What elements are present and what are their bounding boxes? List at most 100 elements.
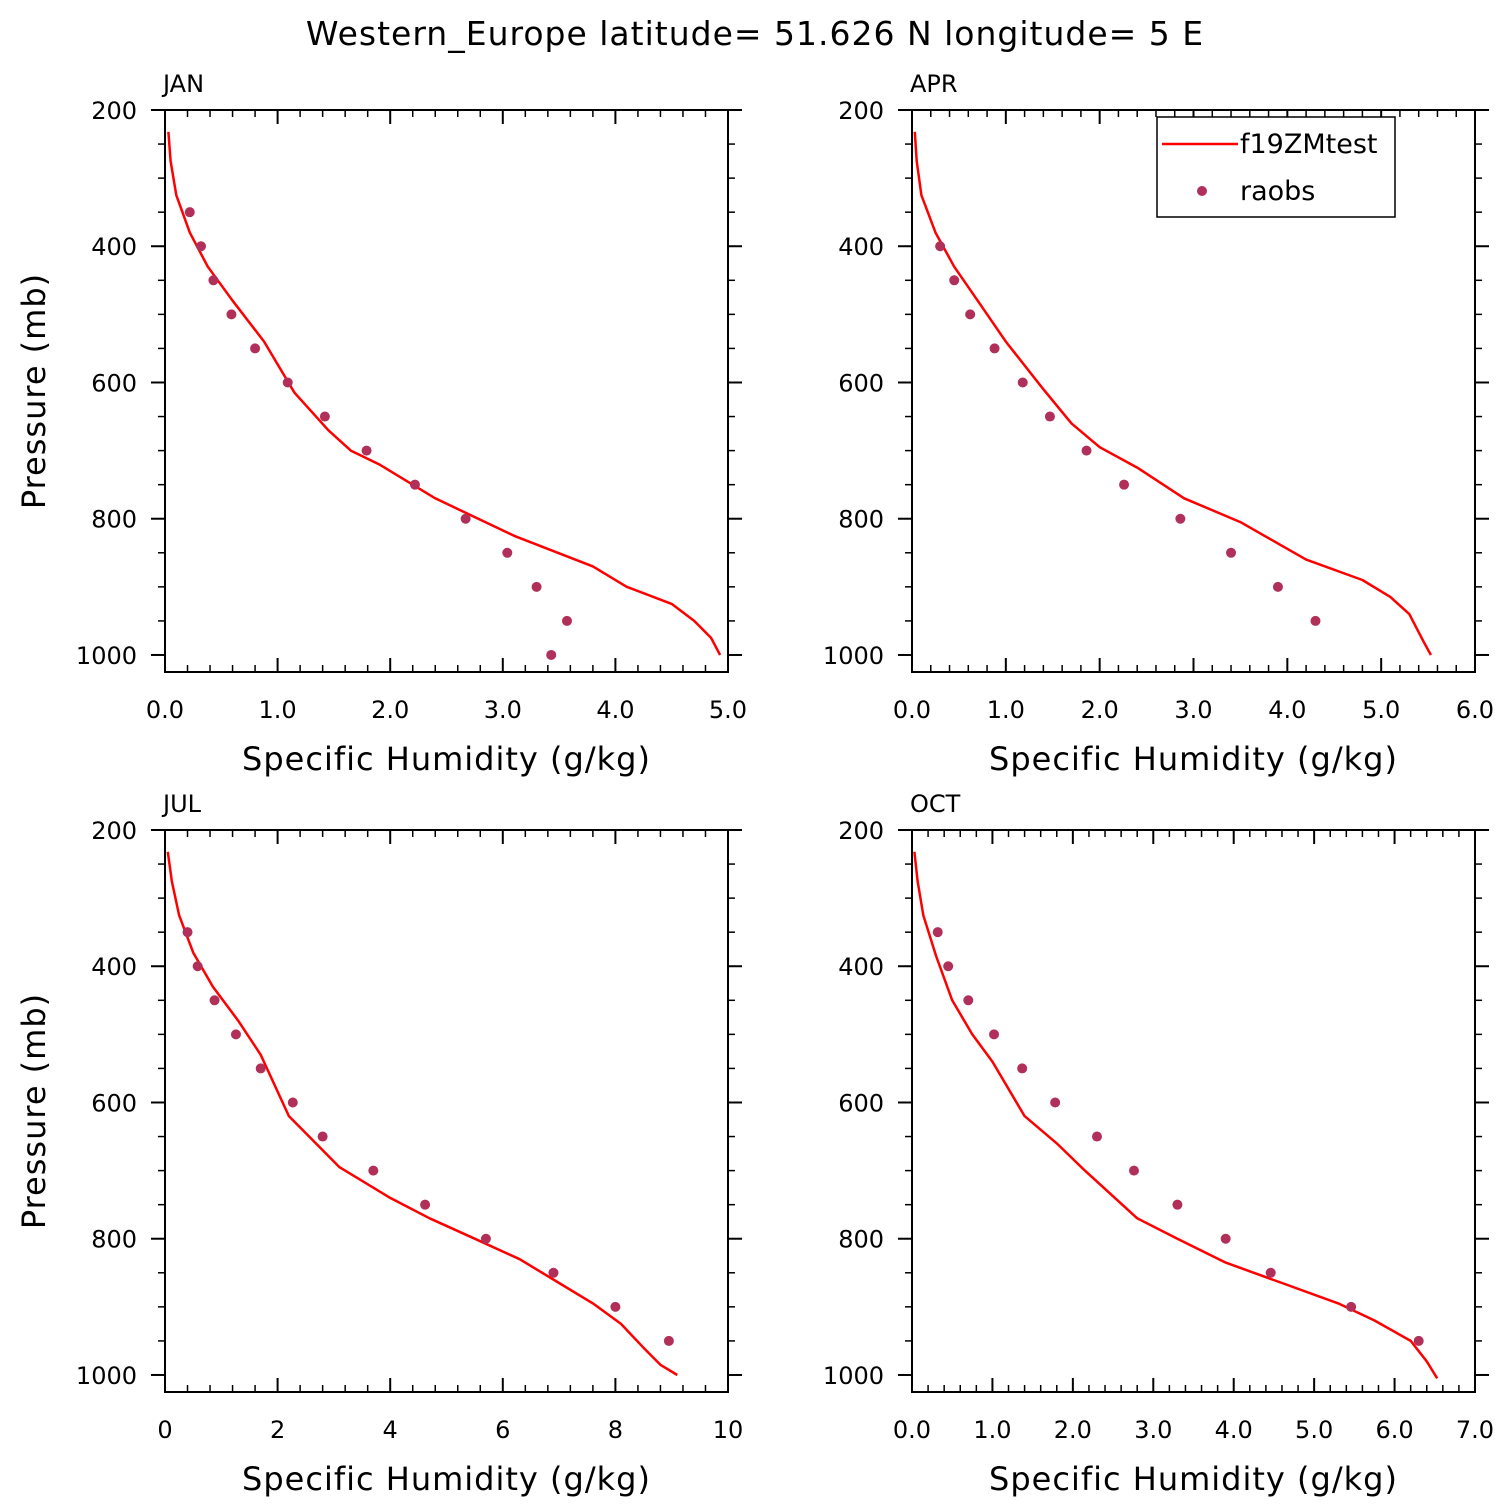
panel-title: JAN: [161, 70, 204, 98]
y-tick-label: 1000: [76, 1362, 137, 1390]
y-tick-label: 400: [838, 953, 884, 981]
y-tick-label: 200: [838, 817, 884, 845]
data-point-raobs: [1081, 445, 1092, 456]
x-tick-label: 6.0: [1375, 1416, 1413, 1444]
data-point-raobs: [943, 961, 954, 972]
data-point-raobs: [965, 309, 976, 320]
data-point-raobs: [1091, 1131, 1102, 1142]
x-tick-label: 6: [495, 1416, 510, 1444]
data-point-raobs: [561, 615, 572, 626]
x-tick-label: 0.0: [893, 696, 931, 724]
x-tick-label: 6.0: [1456, 696, 1494, 724]
x-tick-label: 4.0: [1268, 696, 1306, 724]
y-tick-label: 1000: [76, 642, 137, 670]
y-tick-label: 600: [91, 369, 137, 397]
data-point-raobs: [226, 309, 237, 320]
data-point-raobs: [287, 1097, 298, 1108]
data-point-raobs: [1050, 1097, 1061, 1108]
data-point-raobs: [361, 445, 372, 456]
data-point-raobs: [1175, 513, 1186, 524]
data-point-raobs: [460, 513, 471, 524]
data-point-raobs: [1346, 1301, 1357, 1312]
x-tick-label: 0.0: [893, 1416, 931, 1444]
y-tick-label: 800: [91, 1226, 137, 1254]
x-tick-label: 5.0: [1295, 1416, 1333, 1444]
panel-apr: APR 0.0 1.0 2.0 3.0 4.0 5.0 6.0 200 400 600 800 1000…: [823, 70, 1494, 778]
data-point-raobs: [208, 275, 219, 286]
x-tick-label: 1.0: [259, 696, 297, 724]
data-point-raobs: [1310, 615, 1321, 626]
y-tick-label: 800: [838, 1226, 884, 1254]
data-point-raobs: [1128, 1165, 1139, 1176]
series-line-f19zmtest: [913, 851, 1439, 1380]
y-tick-label: 800: [838, 506, 884, 534]
y-tick-label: 400: [91, 953, 137, 981]
data-point-raobs: [1220, 1233, 1231, 1244]
data-point-raobs: [989, 1029, 1000, 1040]
plot-frame: [911, 829, 1476, 1393]
data-point-raobs: [192, 961, 203, 972]
legend-marker-swatch: [1197, 186, 1207, 196]
x-tick-label: 2.0: [1054, 1416, 1092, 1444]
data-point-raobs: [1119, 479, 1130, 490]
data-point-raobs: [963, 995, 974, 1006]
data-point-raobs: [230, 1029, 241, 1040]
x-tick-label: 4.0: [1215, 1416, 1253, 1444]
data-point-raobs: [502, 547, 513, 558]
legend-obs-label: raobs: [1240, 176, 1315, 207]
data-point-raobs: [548, 1267, 559, 1278]
legend-box: [1156, 116, 1396, 218]
plot-frame: [164, 829, 729, 1393]
y-tick-label: 200: [91, 817, 137, 845]
x-tick-label: 1.0: [973, 1416, 1011, 1444]
x-axis-label: Specific Humidity (g/kg): [989, 1460, 1398, 1498]
data-point-raobs: [1413, 1335, 1424, 1346]
x-tick-label: 8: [608, 1416, 623, 1444]
data-point-raobs: [531, 581, 542, 592]
data-point-raobs: [1172, 1199, 1183, 1210]
x-tick-label: 4: [383, 1416, 398, 1444]
x-tick-label: 3.0: [1174, 696, 1212, 724]
panel-jan: JAN 0.0 1.0 2.0 3.0 4.0 5.0 200 400 600 800 1000 Spe…: [15, 70, 747, 778]
data-point-raobs: [209, 995, 220, 1006]
data-point-raobs: [368, 1165, 379, 1176]
y-tick-label: 600: [838, 369, 884, 397]
data-point-raobs: [182, 927, 193, 938]
y-axis-label: Pressure (mb): [15, 993, 53, 1229]
y-tick-label: 1000: [823, 642, 884, 670]
x-tick-label: 7.0: [1456, 1416, 1494, 1444]
series-line-f19zmtest: [913, 131, 1432, 656]
plot-frame: [164, 109, 729, 673]
data-point-raobs: [319, 411, 330, 422]
y-tick-label: 200: [91, 97, 137, 125]
data-point-raobs: [1265, 1267, 1276, 1278]
data-point-raobs: [282, 377, 293, 388]
y-tick-label: 1000: [823, 1362, 884, 1390]
series-line-f19zmtest: [166, 851, 678, 1377]
data-point-raobs: [317, 1131, 328, 1142]
x-axis-label: Specific Humidity (g/kg): [242, 1460, 651, 1498]
data-point-raobs: [663, 1335, 674, 1346]
legend-model-label: f19ZMtest: [1240, 129, 1378, 160]
data-point-raobs: [196, 241, 207, 252]
data-point-raobs: [949, 275, 960, 286]
y-tick-label: 600: [838, 1089, 884, 1117]
data-point-raobs: [1272, 581, 1283, 592]
y-tick-label: 400: [91, 233, 137, 261]
panel-title: OCT: [910, 790, 961, 818]
data-point-raobs: [546, 649, 557, 660]
data-point-raobs: [610, 1301, 621, 1312]
data-point-raobs: [420, 1199, 431, 1210]
panel-title: JUL: [161, 790, 202, 818]
data-point-raobs: [409, 479, 420, 490]
x-tick-label: 3.0: [1134, 1416, 1172, 1444]
data-point-raobs: [932, 927, 943, 938]
x-tick-label: 0.0: [146, 696, 184, 724]
series-line-f19zmtest: [167, 131, 722, 656]
x-tick-label: 4.0: [596, 696, 634, 724]
data-point-raobs: [989, 343, 1000, 354]
x-tick-label: 10: [713, 1416, 744, 1444]
y-axis-label: Pressure (mb): [15, 273, 53, 509]
y-tick-label: 800: [91, 506, 137, 534]
